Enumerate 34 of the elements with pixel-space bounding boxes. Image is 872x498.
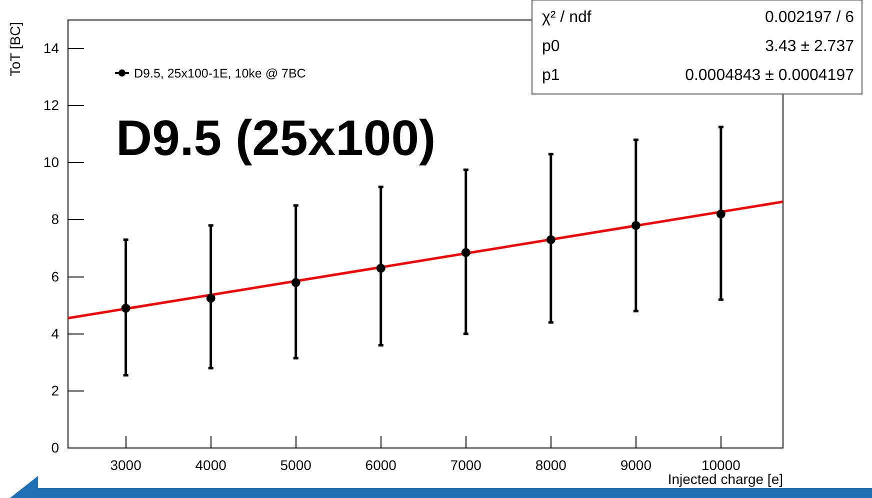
y-tick-label: 0 — [51, 439, 60, 456]
y-tick-label: 4 — [51, 325, 60, 342]
point — [461, 248, 470, 258]
annotation: 0.002197 / 6 — [765, 9, 854, 26]
y-tick-label: 6 — [51, 268, 60, 284]
x-tick-label: 7000 — [450, 456, 482, 473]
x-axis-title: Injected charge [e] — [668, 471, 783, 487]
point — [291, 278, 300, 288]
x-tick-label: 3000 — [110, 456, 142, 473]
annotation: p0 — [542, 38, 560, 55]
legend-label: D9.5, 25x100-1E, 10ke @ 7BC — [134, 66, 306, 80]
point — [631, 220, 640, 230]
point — [121, 304, 130, 313]
point — [546, 235, 556, 244]
y-tick-label: 2 — [51, 382, 60, 398]
annotation: 3.43 ± 2.737 — [765, 38, 854, 55]
x-tick-label: 10000 — [701, 456, 741, 473]
x-tick-label: 5000 — [280, 456, 312, 473]
y-tick-label: 12 — [43, 97, 60, 114]
y-tick-label: 8 — [51, 211, 60, 228]
x-tick-label: 4000 — [195, 456, 227, 473]
x-tick-label: 9000 — [620, 456, 652, 473]
point — [376, 264, 386, 273]
annotation: 0.0004843 ± 0.0004197 — [685, 67, 854, 84]
x-tick-label: 6000 — [365, 456, 397, 473]
y-axis-title: ToT [BC] — [7, 22, 23, 76]
annotation: χ² / ndf — [542, 9, 592, 26]
annotation: D9.5 (25x100) — [116, 110, 436, 166]
y-tick-label: 10 — [43, 154, 60, 170]
point — [206, 294, 216, 303]
annotation: p1 — [542, 67, 560, 84]
y-tick-label: 14 — [43, 40, 60, 56]
x-tick-label: 8000 — [535, 456, 567, 473]
point — [716, 210, 726, 219]
